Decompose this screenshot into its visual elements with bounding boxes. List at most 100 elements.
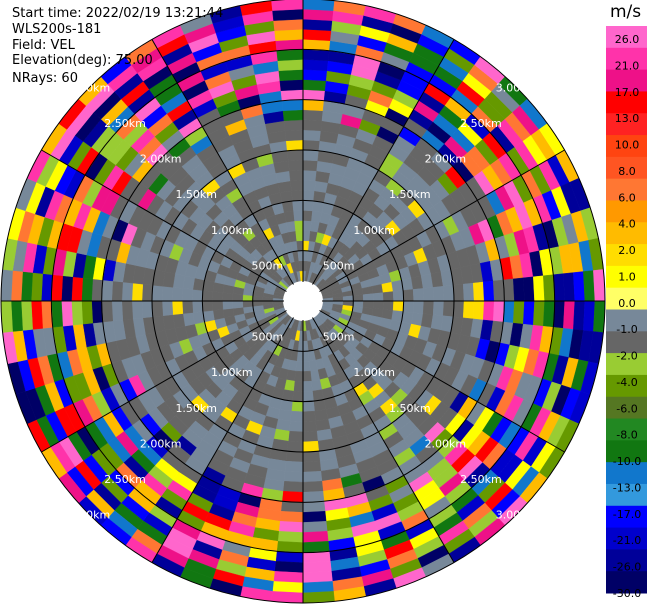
velocity-gate <box>302 119 323 132</box>
velocity-gate <box>290 179 304 192</box>
velocity-gate <box>272 8 304 21</box>
velocity-gate <box>302 109 324 122</box>
velocity-gate <box>302 571 333 584</box>
colorbar-tick-label: 0.0 <box>618 297 636 310</box>
range-label: 1.00km <box>211 224 253 237</box>
velocity-gate <box>462 282 475 302</box>
ppi-plot: 500m 500m 500m 500m 1.00km 1.00km 1.00km 1.00km… <box>0 0 606 604</box>
velocity-gate <box>362 293 374 302</box>
velocity-gate <box>302 169 317 182</box>
velocity-gate <box>202 300 214 312</box>
velocity-gate <box>222 292 234 302</box>
start-time: Start time: 2022/02/19 13:21:44 <box>12 6 224 21</box>
velocity-gate <box>212 291 224 302</box>
colorbar-cell <box>606 440 647 463</box>
velocity-gate <box>288 159 304 172</box>
velocity-gate <box>302 59 329 71</box>
velocity-gate <box>71 276 83 302</box>
velocity-gate <box>302 360 311 372</box>
velocity-gate <box>593 269 606 302</box>
colorbar-cell <box>606 527 647 550</box>
velocity-gate <box>292 390 304 402</box>
velocity-gate <box>302 521 328 533</box>
colorbar-cell <box>606 571 647 594</box>
velocity-gate <box>273 571 304 584</box>
blind-zone <box>284 282 322 320</box>
velocity-gate <box>289 420 304 433</box>
velocity-gate <box>61 275 73 302</box>
colorbar-cell <box>606 47 647 71</box>
velocity-gate <box>452 283 465 302</box>
azimuth-spoke <box>151 39 294 285</box>
velocity-gate <box>281 491 304 503</box>
velocity-gate <box>286 149 304 162</box>
velocity-gate <box>302 531 329 543</box>
velocity-gate <box>472 281 485 302</box>
velocity-gate <box>563 300 576 330</box>
velocity-gate <box>513 277 525 302</box>
azimuth-spokes <box>1 0 605 603</box>
colorbar-tick-label: 8.0 <box>618 165 636 178</box>
velocity-gate <box>232 300 244 309</box>
velocity-gate <box>302 400 315 412</box>
velocity-gate <box>242 300 254 308</box>
velocity-gate <box>111 300 124 322</box>
velocity-gate <box>61 300 73 327</box>
velocity-gate <box>563 272 576 302</box>
colorbar-tick-label: -6.0 <box>616 402 637 415</box>
velocity-gate <box>278 521 304 533</box>
range-label: 2.00km <box>140 153 182 166</box>
range-labels: 500m 500m 500m 500m 1.00km 1.00km 1.00km 1.00km… <box>69 81 538 521</box>
azimuth-spoke <box>151 317 294 563</box>
colorbar-cell <box>606 26 647 49</box>
velocity-gate <box>280 89 304 101</box>
range-label: 2.50km <box>104 473 146 486</box>
velocity-gate <box>277 59 304 71</box>
velocity-gate <box>381 281 394 293</box>
velocity-gate <box>493 300 505 323</box>
velocity-gate <box>392 300 404 312</box>
velocity-gate <box>302 149 320 162</box>
velocity-gate <box>284 129 304 142</box>
velocity-gate <box>533 275 545 302</box>
velocity-gate <box>503 278 515 302</box>
velocity-gate <box>101 279 113 302</box>
velocity-gate <box>279 79 304 91</box>
velocity-gate <box>472 300 485 321</box>
velocity-gate <box>452 300 465 319</box>
velocity-gate <box>131 300 144 320</box>
velocity-gate <box>493 279 505 302</box>
velocity-gate <box>51 300 63 328</box>
colorbar-cell <box>606 396 647 420</box>
colorbar-cell <box>606 374 647 398</box>
range-label: 2.00km <box>425 153 467 166</box>
velocity-gate <box>523 300 535 326</box>
velocity-gate <box>276 49 304 61</box>
velocity-gate <box>302 0 335 11</box>
velocity-gate <box>352 294 364 302</box>
velocity-gate <box>392 290 404 302</box>
azimuth-spoke <box>41 149 287 292</box>
range-label: 2.50km <box>460 117 502 130</box>
range-label: 2.50km <box>104 117 146 130</box>
range-label: 3.00km <box>69 81 111 94</box>
velocity-gate <box>271 591 304 604</box>
velocity-gate <box>422 300 435 315</box>
instrument-name: WLS200s-181 <box>12 22 102 37</box>
velocity-gate <box>302 340 309 352</box>
velocity-gate <box>302 541 330 553</box>
velocity-gate <box>302 159 318 172</box>
velocity-gate <box>278 69 304 81</box>
velocity-gate <box>289 169 304 182</box>
velocity-gate <box>412 288 425 302</box>
velocity-gate <box>274 561 304 574</box>
velocity-gate <box>282 109 304 122</box>
velocity-gate <box>294 370 304 382</box>
range-label: 1.50km <box>175 188 217 201</box>
colorbar-tick-label: 10.0 <box>615 139 640 152</box>
velocity-gate <box>202 290 214 302</box>
velocity-gate <box>302 491 325 503</box>
colorbar-cell <box>606 69 647 92</box>
velocity-gate <box>573 300 586 331</box>
velocity-gate <box>382 291 394 302</box>
